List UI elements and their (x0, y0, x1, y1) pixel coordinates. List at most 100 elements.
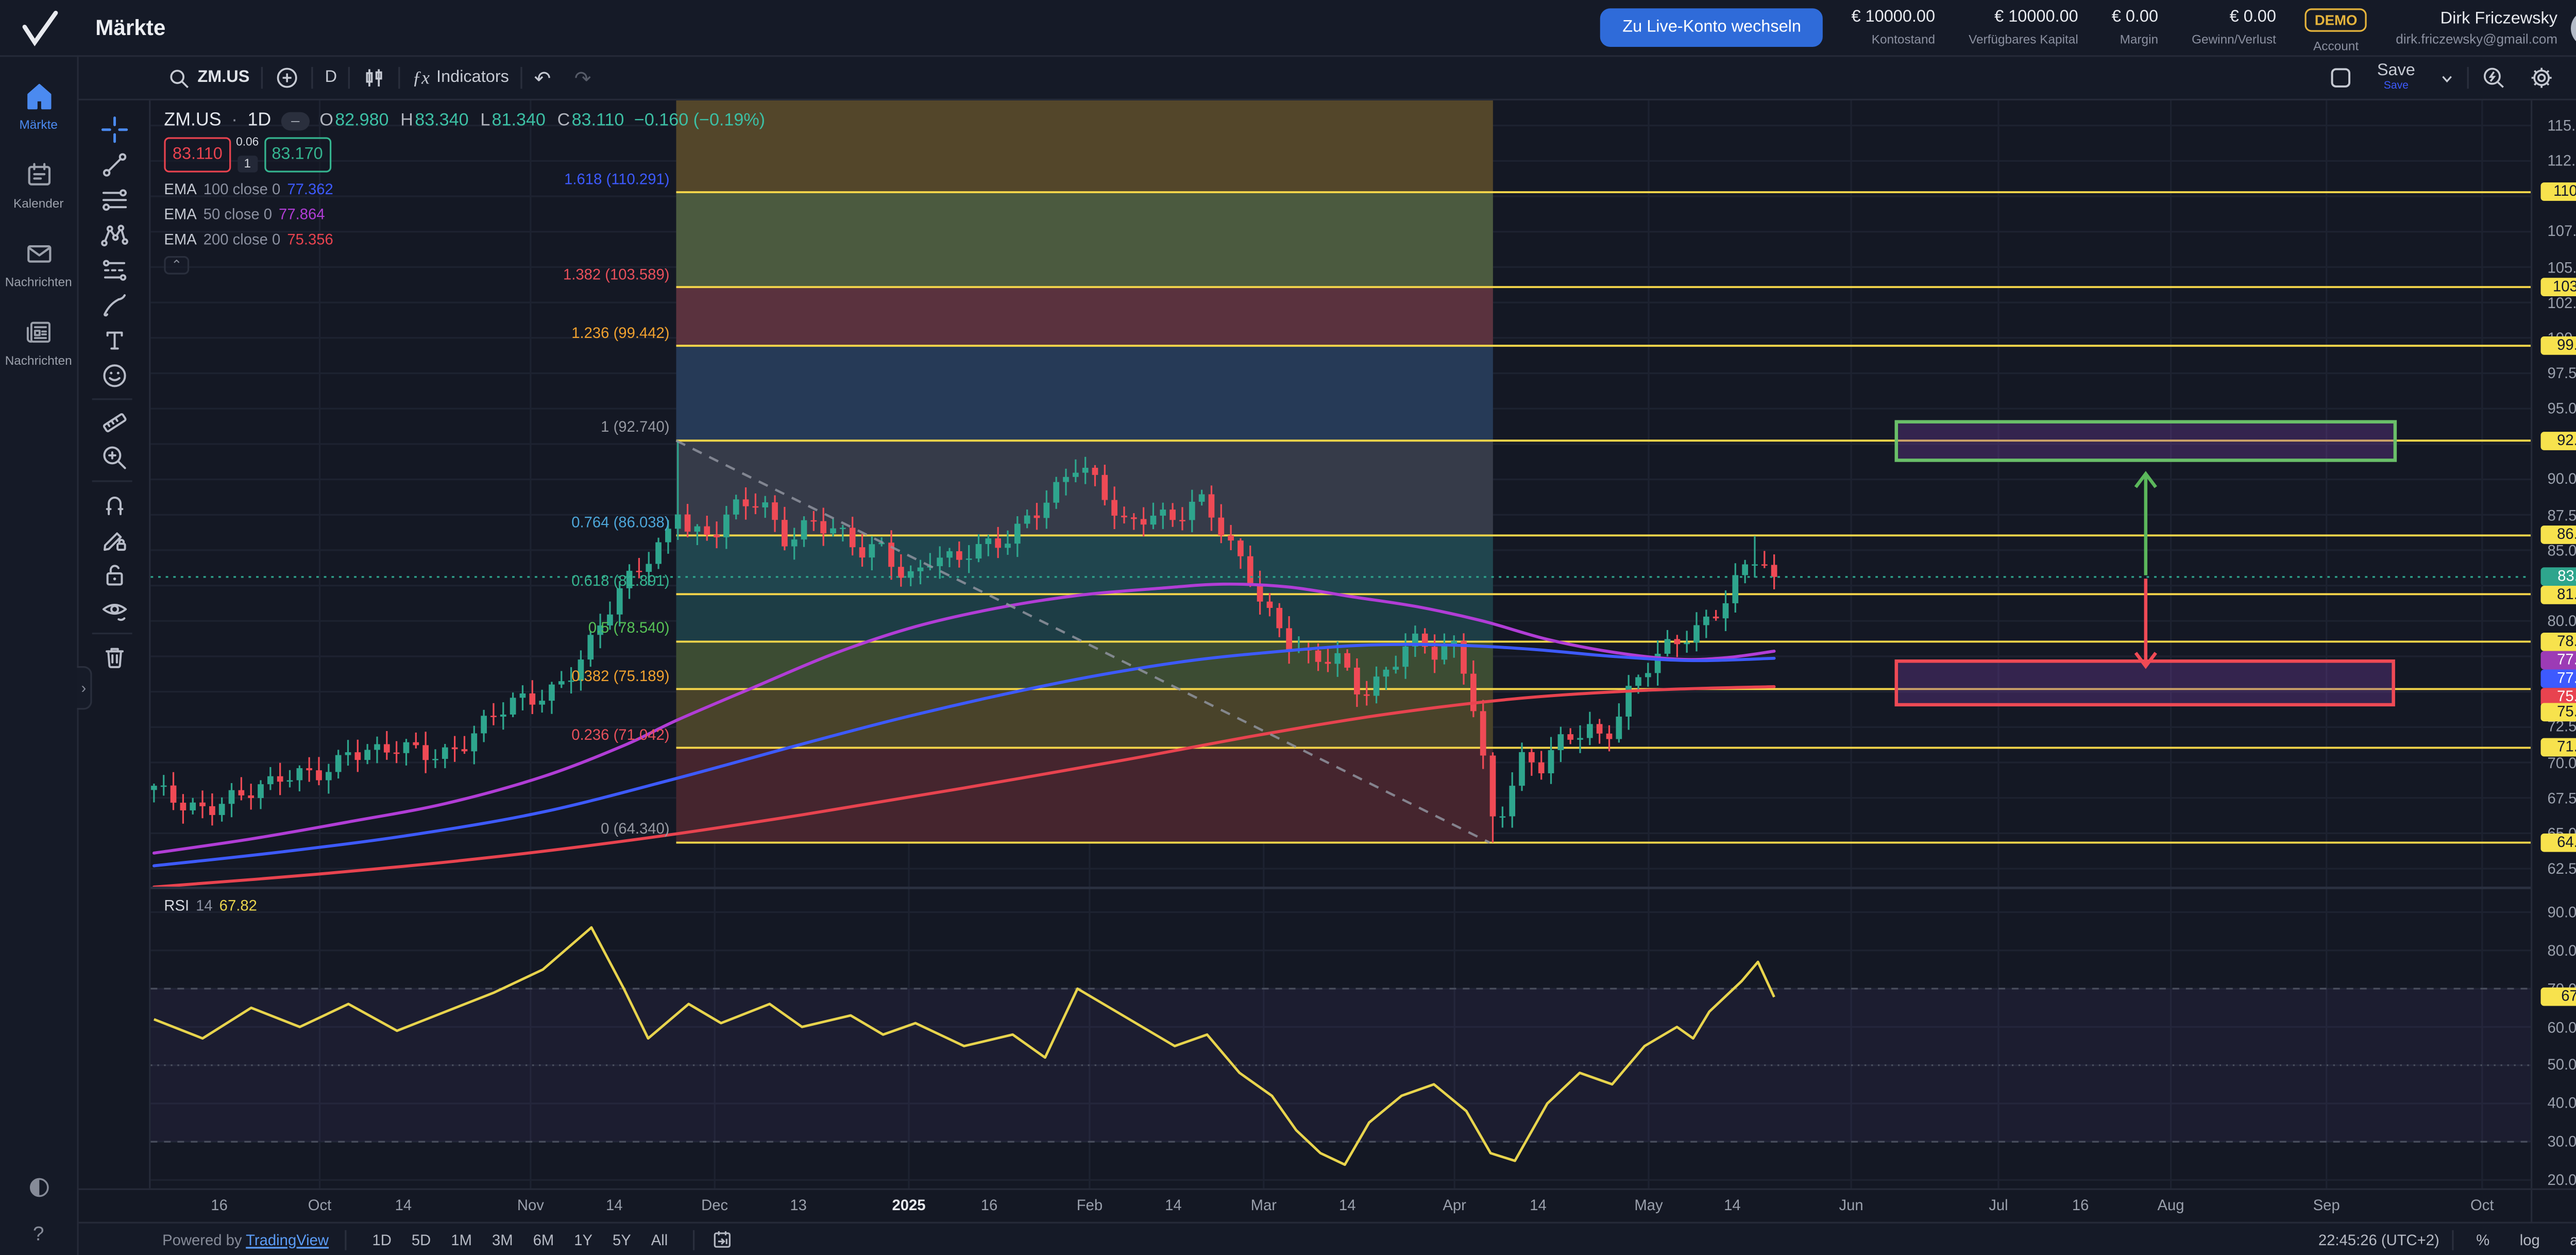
user-menu[interactable]: Dirk Friczewsky dirk.friczewsky@gmail.co… (2396, 9, 2576, 46)
quick-search-button[interactable] (2469, 65, 2517, 91)
avatar[interactable] (2571, 9, 2576, 46)
range-5Y-button[interactable]: 5Y (604, 1228, 639, 1251)
time-label: Feb (1076, 1196, 1103, 1214)
price-badge: 110.291 (2540, 183, 2576, 201)
range-1M-button[interactable]: 1M (443, 1228, 480, 1251)
legend-collapse-button[interactable]: ⌃ (164, 256, 190, 275)
tool-lock-all-icon[interactable] (92, 557, 135, 592)
help-icon[interactable]: ? (32, 1222, 44, 1246)
time-label: 13 (790, 1196, 807, 1214)
toolbar-divider (92, 398, 132, 400)
rsi-badge: 67.82 (2540, 988, 2576, 1007)
price-badge: 99.442 (2540, 336, 2576, 355)
chart-style-button[interactable] (350, 57, 399, 98)
calendar-goto-icon (711, 1229, 733, 1250)
undo-button[interactable]: ↶ (534, 66, 551, 90)
tool-long-position-icon[interactable] (92, 253, 135, 288)
range-All-button[interactable]: All (643, 1228, 676, 1251)
indicator-row[interactable]: EMA 50 close 0 77.864 (164, 206, 325, 223)
panel-collapse-handle[interactable]: › (77, 666, 92, 710)
time-label: 14 (395, 1196, 412, 1214)
tradingview-link[interactable]: TradingView (246, 1231, 329, 1248)
tool-brush-icon[interactable] (92, 288, 135, 323)
sidebar-item-nachrichten-mail[interactable]: Nachrichten (0, 224, 77, 303)
go-to-date-button[interactable] (711, 1229, 733, 1250)
tool-hide-drawings-icon[interactable] (92, 592, 135, 628)
sidebar-item-maerkte[interactable]: Märkte (0, 67, 77, 146)
tool-fib-retracement-icon[interactable] (92, 182, 135, 217)
time-label: Sep (2313, 1196, 2340, 1214)
candlestick-icon (362, 65, 387, 91)
indicators-button[interactable]: ƒx Indicators (412, 67, 509, 88)
ohlc-O: O 82.980 (319, 110, 389, 131)
settings-button[interactable] (2517, 65, 2566, 91)
sidebar-item-nachrichten-news[interactable]: Nachrichten (0, 303, 77, 382)
log-scale-button[interactable]: log (2512, 1228, 2549, 1251)
percent-scale-button[interactable]: % (2468, 1228, 2498, 1251)
home-icon (23, 80, 55, 112)
range-1D-button[interactable]: 1D (364, 1228, 400, 1251)
sell-button[interactable]: 83.110 (164, 137, 231, 173)
gear-icon (2529, 65, 2554, 91)
price-tick: 87.500 (2547, 506, 2576, 523)
range-6M-button[interactable]: 6M (524, 1228, 562, 1251)
rsi-tick: 60.00 (2547, 1019, 2576, 1036)
price-badge: 77.864 (2540, 651, 2576, 670)
sidebar-item-kalender[interactable]: Kalender (0, 146, 77, 225)
price-badge: 81.891 (2540, 585, 2576, 604)
price-tick: 102.500 (2547, 294, 2576, 311)
price-badge: 71.042 (2540, 738, 2576, 757)
indicator-row[interactable]: EMA 100 close 0 77.362 (164, 180, 333, 198)
tool-emoji-icon[interactable] (92, 358, 135, 393)
switch-to-live-button[interactable]: Zu Live-Konto wechseln (1601, 8, 1823, 47)
tool-drawing-mode-lock-icon[interactable] (92, 522, 135, 557)
tool-zoom-in-icon[interactable] (92, 440, 135, 475)
panel-layout-button[interactable] (2317, 65, 2365, 91)
auto-scale-button[interactable]: auto (2562, 1228, 2576, 1251)
time-label: Jul (1989, 1196, 2008, 1214)
contrast-theme-icon[interactable] (26, 1175, 51, 1200)
spread-value: 0.06 (236, 137, 259, 149)
redo-button[interactable]: ↷ (574, 66, 591, 90)
screenshot-button[interactable] (2566, 65, 2576, 91)
price-axis[interactable]: 115.000112.500107.500105.000102.500100.0… (2531, 100, 2576, 1189)
price-badge: 92.740 (2540, 431, 2576, 450)
rsi-legend: RSI 14 67.82 (164, 897, 257, 914)
legend-symbol[interactable]: ZM.US (164, 110, 222, 131)
time-label: Mar (1250, 1196, 1277, 1214)
range-3M-button[interactable]: 3M (484, 1228, 521, 1251)
save-button[interactable]: Save Save (2377, 61, 2415, 92)
tool-ruler-icon[interactable] (92, 405, 135, 440)
chevron-down-icon (2438, 70, 2455, 86)
time-label: 14 (1724, 1196, 1741, 1214)
add-compare-button[interactable] (263, 57, 311, 98)
interval-button[interactable]: D (325, 69, 337, 87)
tool-xabcd-pattern-icon[interactable] (92, 217, 135, 252)
tool-trend-line-icon[interactable] (92, 147, 135, 182)
time-label: 16 (211, 1196, 228, 1214)
price-badge: 103.589 (2540, 278, 2576, 297)
chart-canvas[interactable]: ZM.US · 1D – O 82.980 H 83.340 L 81.340 C 83.11… (150, 100, 2531, 1189)
tool-magnet-icon[interactable] (92, 487, 135, 522)
tool-text-icon[interactable] (92, 323, 135, 358)
time-axis[interactable]: 16 Oct 14 Nov 14 Dec 13 2025 16 Feb 14 Mar 14 Apr 14 Ma… (78, 1188, 2576, 1222)
range-5D-button[interactable]: 5D (403, 1228, 439, 1251)
user-email: dirk.friczewsky@gmail.com (2396, 31, 2558, 46)
tool-remove-objects-icon[interactable] (92, 639, 135, 674)
price-tick: 85.000 (2547, 541, 2576, 559)
user-name: Dirk Friczewsky (2440, 9, 2558, 28)
tool-crosshair-icon[interactable] (92, 112, 135, 147)
save-menu-chevron[interactable] (2427, 70, 2467, 86)
range-1Y-button[interactable]: 1Y (566, 1228, 601, 1251)
symbol-search-button[interactable]: ZM.US (156, 57, 261, 98)
broker-logo-icon[interactable] (0, 6, 79, 49)
indicator-row[interactable]: EMA 200 close 0 75.356 (164, 231, 333, 248)
buy-button[interactable]: 83.170 (264, 137, 331, 173)
quantity-field[interactable]: 1 (237, 156, 258, 173)
legend-menu-icon[interactable]: – (281, 111, 310, 130)
time-label: 16 (980, 1196, 998, 1214)
bottom-toolbar: Powered by TradingView 1D 5D 1M 3M 6M 1Y 5Y All… (78, 1222, 2576, 1255)
clock: 22:45:26 (UTC+2) (2318, 1231, 2439, 1248)
ohlc-C: C 83.110 (557, 110, 624, 131)
